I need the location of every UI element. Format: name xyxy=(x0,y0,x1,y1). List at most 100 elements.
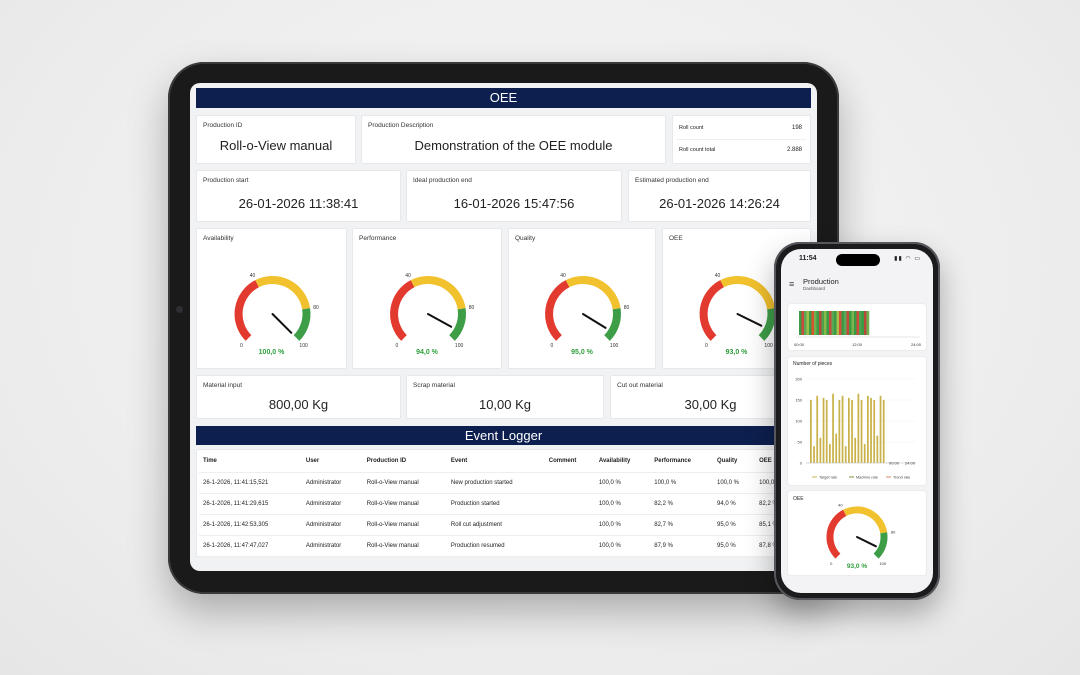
column-header[interactable]: Availability xyxy=(594,450,651,473)
ideal-production-end-value: 16-01-2026 15:47:56 xyxy=(453,196,575,211)
gauge-arc-green xyxy=(449,308,466,341)
timeline-segment xyxy=(841,311,845,335)
gauge-tick-100: 100 xyxy=(299,343,308,349)
column-header[interactable]: Performance xyxy=(650,450,713,473)
pieces-y-tick: 200 xyxy=(795,377,802,382)
timeline-segment xyxy=(814,311,817,335)
pieces-bar xyxy=(816,395,819,463)
legend-label: Machine rate xyxy=(856,476,878,480)
legend-label: Target rate xyxy=(819,476,837,480)
pieces-bar xyxy=(867,395,869,463)
gauge-arc-yellow xyxy=(410,276,466,310)
gauge-tick-0: 0 xyxy=(240,343,243,349)
table-cell: 95,0 % xyxy=(712,535,756,557)
timeline-segment xyxy=(816,311,820,335)
gauge-tick-80: 80 xyxy=(313,305,319,311)
pieces-bar xyxy=(832,393,834,463)
pieces-y-tick: 100 xyxy=(795,419,802,424)
pieces-bar xyxy=(835,433,838,463)
pieces-bar xyxy=(851,400,853,463)
timeline-segment xyxy=(809,311,812,335)
ideal-production-end-card: Ideal production end 16-01-2026 15:47:56 xyxy=(406,170,622,222)
timeline-segment xyxy=(829,311,832,335)
gauge-value: 94,0 % xyxy=(416,349,438,356)
pieces-y-tick: 150 xyxy=(795,398,802,403)
pieces-chart-title: Number of pieces xyxy=(793,361,833,367)
table-cell: 100,0 % xyxy=(650,472,713,494)
column-header[interactable]: Quality xyxy=(712,450,756,473)
phone-oee-label: OEE xyxy=(793,496,804,502)
timeline-segment xyxy=(824,311,827,335)
table-cell: Roll-o-View manual xyxy=(362,514,447,536)
timeline-segment xyxy=(839,311,842,335)
column-header[interactable]: User xyxy=(301,450,363,473)
gauge-label: OEE xyxy=(669,235,683,242)
table-cell: Production resumed xyxy=(446,535,545,557)
table-cell: 82,2 % xyxy=(650,493,713,515)
pieces-chart-card: Number of pieces 200 150 100 50 0 00:00 24:00 T… xyxy=(788,357,926,485)
gauge-value: 100,0 % xyxy=(258,349,285,356)
cut-out-material-label: Cut out material xyxy=(617,382,663,389)
table-cell: Administrator xyxy=(301,514,363,536)
column-header[interactable]: Comment xyxy=(544,450,595,473)
timeline-segment xyxy=(854,311,857,335)
column-header[interactable]: Event xyxy=(446,450,545,473)
table-cell: 100,0 % xyxy=(712,472,756,494)
gauge-arc-yellow xyxy=(565,276,621,310)
table-cell: 26-1-2026, 11:42:53,305 xyxy=(199,514,302,536)
table-cell: Roll-o-View manual xyxy=(362,535,447,557)
gauge-tick-80: 80 xyxy=(469,305,475,311)
estimated-production-end-label: Estimated production end xyxy=(635,177,709,184)
table-row[interactable]: 26-1-2026, 11:41:29,615 Administrator Roll… xyxy=(199,493,810,515)
pieces-bar xyxy=(813,446,815,463)
phone-screen: 11:54 ▮▮ ◠ ▭ ≡ Production Dashboard 00:0… xyxy=(781,249,933,593)
timeline-segment xyxy=(851,311,855,335)
table-cell: 87,9 % xyxy=(650,535,713,557)
menu-icon[interactable]: ≡ xyxy=(789,279,795,289)
phone-gauge-tick-80: 80 xyxy=(891,529,896,534)
gauge-arc-green xyxy=(293,308,311,341)
timeline-segment xyxy=(799,311,802,335)
table-cell: 82,7 % xyxy=(650,514,713,536)
gauge-arc-red xyxy=(545,280,570,341)
scrap-material-label: Scrap material xyxy=(413,382,455,389)
table-cell: 100,0 % xyxy=(594,535,651,557)
pieces-bar xyxy=(844,446,847,463)
gauge-value: 95,0 % xyxy=(571,349,593,356)
pieces-bar xyxy=(829,444,831,463)
oee-banner: OEE xyxy=(196,88,811,108)
roll-count-divider xyxy=(677,139,806,140)
scrap-material-value: 10,00 Kg xyxy=(478,397,532,412)
timeline-segment xyxy=(806,311,810,335)
material-input-value: 800,00 Kg xyxy=(268,397,329,412)
column-header[interactable]: Production ID xyxy=(362,450,447,473)
scrap-material-card: Scrap material 10,00 Kg xyxy=(406,375,604,419)
gauge-tick-40: 40 xyxy=(560,273,566,279)
event-logger-header-row: Time User Production ID Event Comment Availab… xyxy=(199,450,810,473)
pieces-bar xyxy=(863,444,866,463)
production-start-value: 26-01-2026 11:38:41 xyxy=(238,196,359,211)
table-cell: Production started xyxy=(446,493,545,515)
phone-gauge-tick-0: 0 xyxy=(830,561,833,566)
column-header[interactable]: Time xyxy=(199,450,302,473)
roll-count-total-value: 2.888 xyxy=(786,147,802,153)
production-description-card: Production Description Demonstration of … xyxy=(361,115,666,164)
oee-banner-title: OEE xyxy=(489,90,518,105)
table-row[interactable]: 26-1-2026, 11:47:47,027 Administrator Roll… xyxy=(199,535,810,557)
table-cell xyxy=(544,514,595,536)
event-logger-table-card: Time User Production ID Event Comment Availab… xyxy=(196,449,811,557)
table-cell: Administrator xyxy=(301,493,363,515)
gauge-tick-100: 100 xyxy=(455,343,464,349)
ideal-production-end-label: Ideal production end xyxy=(413,177,472,184)
production-id-card: Production ID Roll-o-View manual xyxy=(196,115,356,164)
table-row[interactable]: 26-1-2026, 11:42:53,305 Administrator Roll… xyxy=(199,514,810,536)
phone-gauge-needle xyxy=(856,536,877,548)
table-row[interactable]: 26-1-2026, 11:41:15,521 Administrator Roll… xyxy=(199,472,810,494)
timeline-segment xyxy=(866,311,870,335)
estimated-production-end-card: Estimated production end 26-01-2026 14:2… xyxy=(628,170,811,222)
phone-status-icons: ▮▮ ◠ ▭ xyxy=(894,256,921,262)
gauge-tick-40: 40 xyxy=(405,273,411,279)
gauge-needle xyxy=(582,313,607,329)
